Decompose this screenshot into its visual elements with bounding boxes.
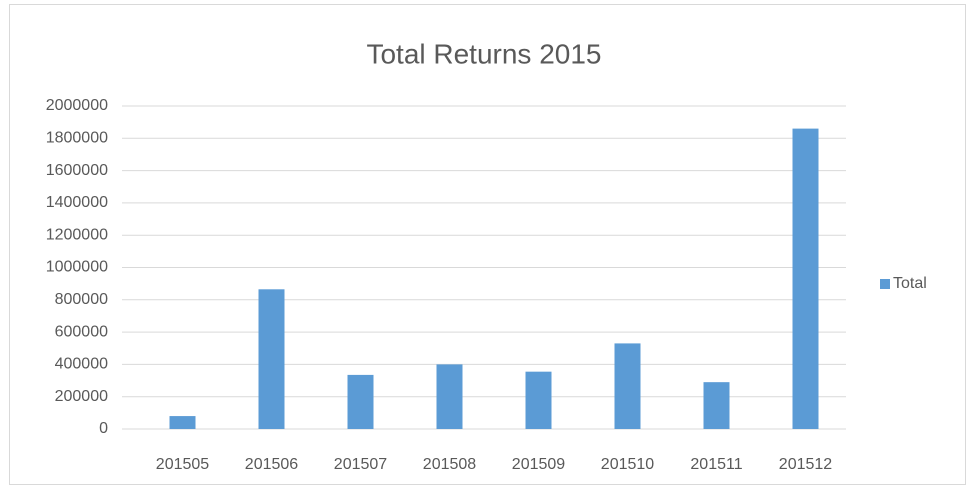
bar [258, 289, 285, 429]
bar [169, 416, 196, 429]
y-tick-label: 1400000 [46, 194, 108, 211]
y-tick-label: 1200000 [46, 226, 108, 243]
y-tick-label: 1000000 [46, 259, 108, 276]
x-tick-label: 201505 [156, 456, 209, 473]
bar [347, 374, 374, 429]
chart-title: Total Returns 2015 [366, 38, 601, 69]
x-tick-label: 201507 [334, 456, 387, 473]
x-tick-label: 201508 [423, 456, 476, 473]
x-tick-label: 201510 [601, 456, 654, 473]
bar [525, 371, 552, 429]
legend-label: Total [893, 275, 927, 292]
x-tick-label: 201506 [245, 456, 298, 473]
y-tick-label: 1600000 [46, 162, 108, 179]
y-tick-label: 0 [99, 420, 108, 437]
y-tick-label: 400000 [55, 356, 108, 373]
y-tick-label: 200000 [55, 388, 108, 405]
bar [614, 343, 641, 429]
x-tick-label: 201512 [779, 456, 832, 473]
x-tick-label: 201511 [690, 456, 742, 473]
legend-swatch [880, 279, 890, 289]
y-tick-label: 1800000 [46, 130, 108, 147]
chart-frame [9, 4, 966, 485]
y-tick-label: 2000000 [46, 97, 108, 114]
bar [703, 382, 730, 429]
y-tick-label: 800000 [55, 291, 108, 308]
y-tick-label: 600000 [55, 323, 108, 340]
x-tick-label: 201509 [512, 456, 565, 473]
bar [436, 364, 463, 429]
bar [792, 128, 819, 430]
